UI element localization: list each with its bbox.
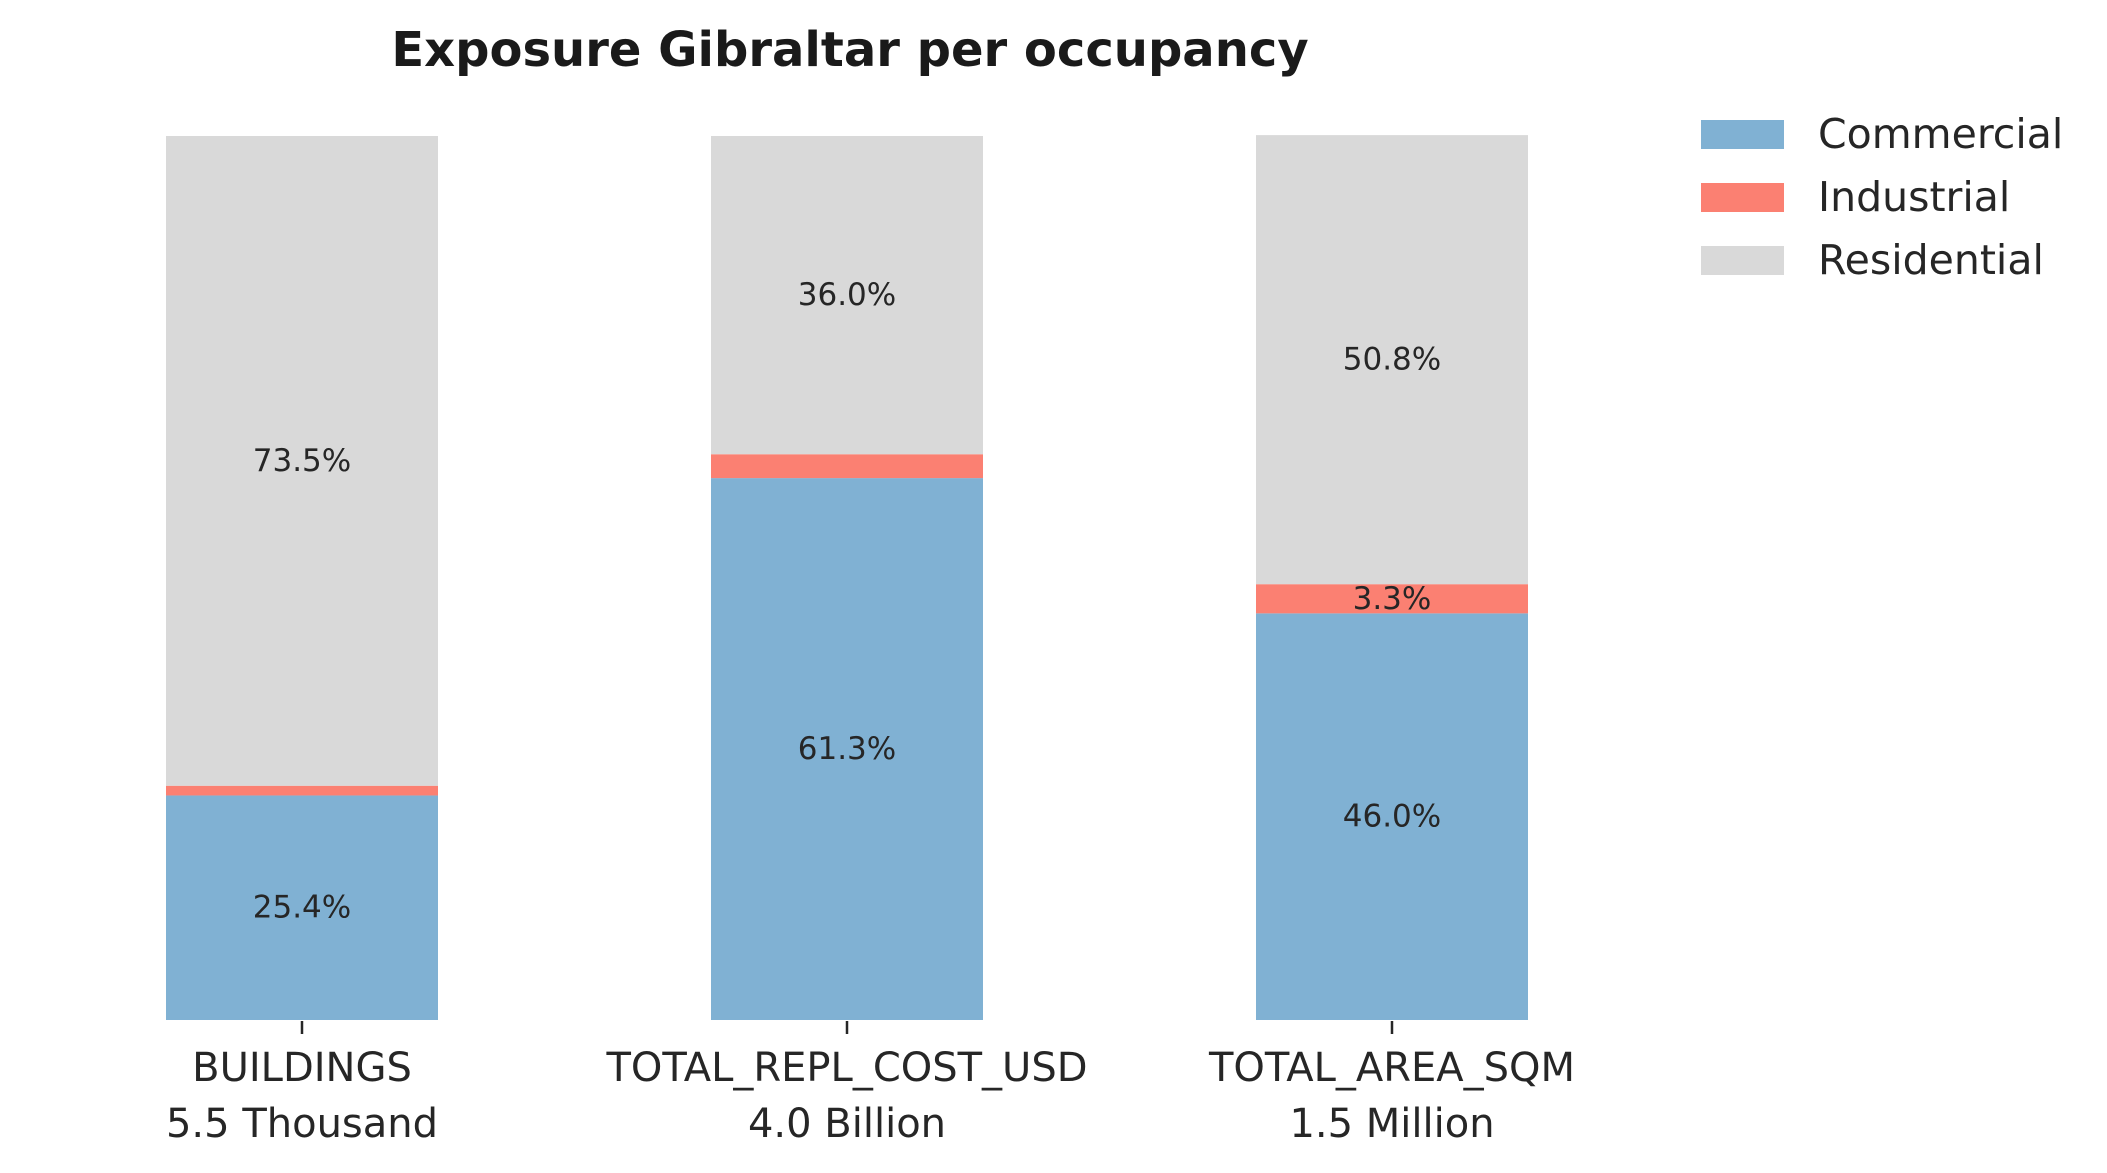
- bars-layer: [166, 135, 1528, 1020]
- bar-buildings-commercial: [166, 795, 438, 1020]
- data-label-total-area-sqm-commercial: 46.0%: [1343, 799, 1441, 835]
- bar-total-area-sqm-industrial: [1256, 584, 1528, 614]
- bar-buildings-residential: [166, 136, 438, 786]
- data-labels-layer: 25.4% 73.5% 61.3% 36.0% 46.0% 3.3% 50.8%: [253, 277, 1441, 926]
- data-label-total-area-sqm-residential: 50.8%: [1343, 342, 1441, 378]
- data-label-total-repl-cost-usd-commercial: 61.3%: [798, 731, 896, 767]
- x-axis: BUILDINGS 5.5 Thousand TOTAL_REPL_COST_USD…: [166, 1021, 1575, 1147]
- legend: Commercial Industrial Residential: [1701, 110, 2063, 284]
- legend-label-residential: Residential: [1818, 236, 2044, 284]
- legend-swatch-commercial: [1701, 120, 1784, 149]
- data-label-total-repl-cost-usd-residential: 36.0%: [798, 277, 896, 313]
- data-label-total-area-sqm-industrial: 3.3%: [1353, 581, 1432, 617]
- bar-total-area-sqm-residential: [1256, 135, 1528, 585]
- data-label-buildings-commercial: 25.4%: [253, 890, 351, 926]
- legend-swatch-industrial: [1701, 183, 1784, 212]
- chart-title: Exposure Gibraltar per occupancy: [391, 22, 1308, 78]
- x-tick-label: TOTAL_REPL_COST_USD: [605, 1045, 1087, 1091]
- x-tick-total: 5.5 Thousand: [166, 1101, 438, 1147]
- x-tick-total: 4.0 Billion: [748, 1101, 946, 1147]
- data-label-buildings-residential: 73.5%: [253, 443, 351, 479]
- legend-label-commercial: Commercial: [1818, 110, 2063, 158]
- bar-total-repl-cost-usd-industrial: [711, 454, 983, 479]
- legend-label-industrial: Industrial: [1818, 173, 2010, 221]
- x-tick-total: 1.5 Million: [1289, 1101, 1494, 1147]
- bar-buildings-industrial: [166, 785, 438, 796]
- bar-total-repl-cost-usd-commercial: [711, 478, 983, 1020]
- bar-total-area-sqm-commercial: [1256, 613, 1528, 1020]
- legend-swatch-residential: [1701, 246, 1784, 275]
- x-tick-label: TOTAL_AREA_SQM: [1208, 1045, 1575, 1091]
- x-tick-label: BUILDINGS: [192, 1045, 412, 1091]
- bar-total-repl-cost-usd-residential: [711, 136, 983, 455]
